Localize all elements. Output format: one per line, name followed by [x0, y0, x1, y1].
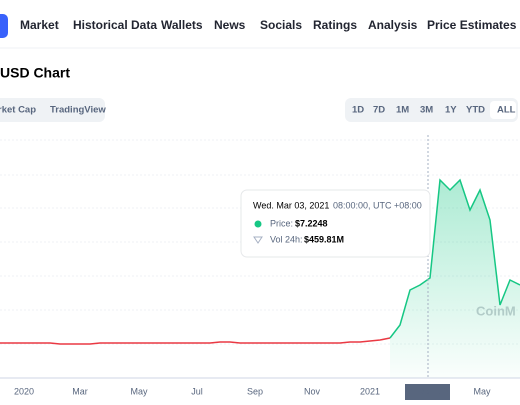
- tab-group: [0, 98, 105, 122]
- x-tick-label: 21 Mar '03: [405, 386, 448, 396]
- tooltip-date: Wed. Mar 03, 2021: [253, 200, 329, 210]
- range-button[interactable]: 7D: [373, 105, 385, 116]
- price-line: [0, 337, 391, 345]
- nav-item[interactable]: Wallets: [161, 18, 203, 32]
- range-group: [345, 98, 518, 122]
- tooltip-time: 08:00:00, UTC +08:00: [333, 200, 422, 210]
- x-highlight: [405, 384, 450, 400]
- nav-item[interactable]: Price Estimates: [427, 18, 517, 32]
- range-active: [490, 101, 516, 119]
- tooltip-price: $7.2248: [295, 218, 328, 228]
- tooltip: [240, 189, 431, 258]
- tooltip-vol-label: Vol 24h:: [270, 234, 303, 244]
- range-button[interactable]: 3M: [420, 105, 433, 116]
- range-button[interactable]: YTD: [466, 105, 485, 116]
- nav-item[interactable]: Socials: [260, 18, 302, 32]
- range-button[interactable]: 1D: [352, 105, 364, 116]
- x-tick-label: 2020: [14, 386, 34, 396]
- heading: USD Chart: [0, 65, 70, 81]
- nav-item[interactable]: Market: [20, 18, 59, 32]
- price-line: [389, 178, 520, 339]
- x-tick-label: May: [473, 386, 491, 396]
- price-dot: [254, 220, 262, 228]
- tooltip-vol: $459.81M: [304, 234, 344, 244]
- area: [390, 180, 520, 378]
- logo[interactable]: [0, 14, 8, 38]
- range-button[interactable]: ALL: [497, 105, 516, 116]
- nav-item[interactable]: Analysis: [368, 18, 418, 32]
- chart-tab[interactable]: rket Cap: [0, 105, 36, 116]
- x-tick-label: Mar: [72, 386, 88, 396]
- nav-item[interactable]: Historical Data: [73, 18, 157, 32]
- x-tick-label: Jul: [191, 386, 203, 396]
- x-tick-label: Nov: [304, 386, 321, 396]
- range-button[interactable]: 1Y: [445, 105, 457, 116]
- x-tick-label: 2021: [360, 386, 380, 396]
- x-tick-label: Sep: [247, 386, 263, 396]
- nav-item[interactable]: News: [214, 18, 246, 32]
- chart-tab[interactable]: TradingView: [50, 105, 106, 116]
- vol-icon: [253, 236, 263, 244]
- range-button[interactable]: 1M: [396, 105, 409, 116]
- nav-item[interactable]: Ratings: [313, 18, 357, 32]
- x-tick-label: May: [130, 386, 148, 396]
- tooltip-price-label: Price:: [270, 218, 293, 228]
